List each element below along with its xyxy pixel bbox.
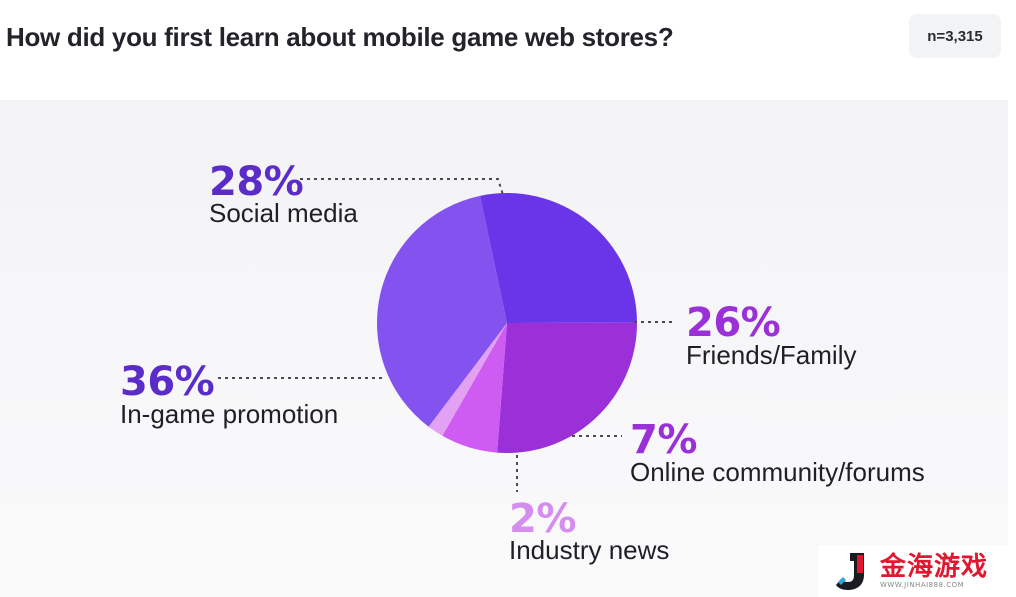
watermark-text: 金海游戏 [880,552,989,582]
pct-online-community: 7% [630,417,697,463]
pct-friends-family: 26% [686,300,780,346]
leader-social-media [300,178,504,196]
label-in-game-promotion: In-game promotion [120,399,338,429]
slice-in-game-promotion [376,195,507,427]
label-social-media: Social media [209,198,358,228]
sample-size-badge: n=3,315 [909,14,1001,58]
watermark-url: WWW.JINHAI888.COM [880,581,965,589]
page-title: How did you first learn about mobile gam… [6,22,674,52]
label-online-community: Online community/forums [630,457,925,487]
slice-industry-news [428,323,507,436]
pct-in-game-promotion: 36% [120,359,214,405]
j-logo-icon [836,553,864,590]
label-friends-family: Friends/Family [686,340,856,370]
slice-social-media [479,192,637,323]
pct-industry-news: 2% [509,496,576,542]
slice-friends-family [497,322,638,453]
slice-online-community [442,323,507,453]
pct-social-media: 28% [209,159,303,205]
watermark-logo: 金海游戏 WWW.JINHAI888.COM [818,545,1008,597]
label-industry-news: Industry news [509,535,669,565]
